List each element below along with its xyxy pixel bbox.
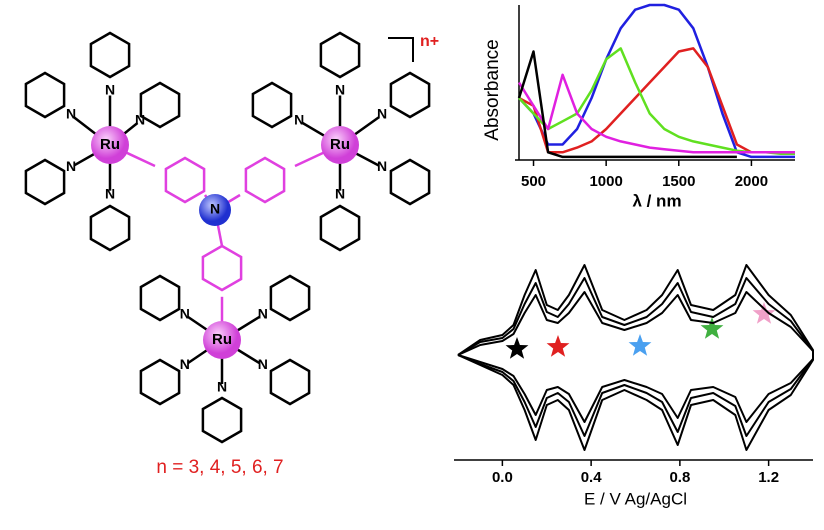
ring [389,71,431,119]
nitrogen-label: N [135,112,145,128]
nitrogen-label: N [335,186,345,202]
nitrogen-label: N [180,306,190,322]
ring [269,358,311,406]
ring [24,71,66,119]
nitrogen-label: N [66,158,76,174]
star [700,317,724,339]
metal-sphere [321,126,359,164]
x-tick-label: 500 [521,173,546,190]
bracket [388,37,414,62]
ring [319,204,361,252]
molecule: Ru N N N N N Ru N N N N N Ru N N N N N N [24,31,431,444]
x-tick-label: 2000 [735,173,768,190]
ring [89,31,131,79]
nitrogen-label: N [105,82,115,98]
ring [201,244,243,292]
ring [251,81,293,129]
y-axis-label: Absorbance [482,39,503,140]
star [752,302,776,324]
series-line [517,73,795,154]
amine-label: N [210,201,220,217]
x-tick-label: 1.2 [758,469,779,486]
ring [139,358,181,406]
ring [139,81,181,129]
series-line [518,47,795,154]
star [546,335,570,357]
nitrogen-label: N [377,106,387,122]
ring [244,156,286,204]
x-tick-label: 1500 [662,173,695,190]
series-line [517,50,737,159]
ring [201,396,243,444]
metal-label: Ru [212,331,232,348]
ring [269,274,311,322]
nitrogen-label: N [335,82,345,98]
nitrogen-label: N [258,356,268,372]
metal-label: Ru [330,136,350,153]
x-axis-label: λ / nm [632,191,681,210]
nitrogen-label: N [377,158,387,174]
x-tick-label: 0.8 [669,469,690,486]
x-tick-label: 0.0 [492,469,513,486]
metal-sphere [203,321,241,359]
amine-sphere [199,194,231,226]
x-axis-label: E / V Ag/AgCl [584,489,687,508]
metal-label: Ru [100,136,120,153]
x-tick-label: 0.4 [581,469,603,486]
charge-label: n+ [420,33,439,50]
metal-sphere [91,126,129,164]
series-line [518,47,795,156]
nitrogen-label: N [180,356,190,372]
nitrogen-label: N [217,379,227,395]
ring [164,156,206,204]
ring [89,204,131,252]
star [505,337,529,359]
series-line [457,291,814,423]
series-line [518,3,795,159]
ring [139,274,181,322]
nitrogen-label: N [258,306,268,322]
nitrogen-label: N [105,186,115,202]
ring [319,31,361,79]
ring [24,158,66,206]
star [628,334,652,356]
caption: n = 3, 4, 5, 6, 7 [156,457,283,478]
nitrogen-label: N [294,112,304,128]
stars [505,302,776,359]
ring [389,158,431,206]
x-tick-label: 1000 [589,173,622,190]
nitrogen-label: N [66,106,76,122]
